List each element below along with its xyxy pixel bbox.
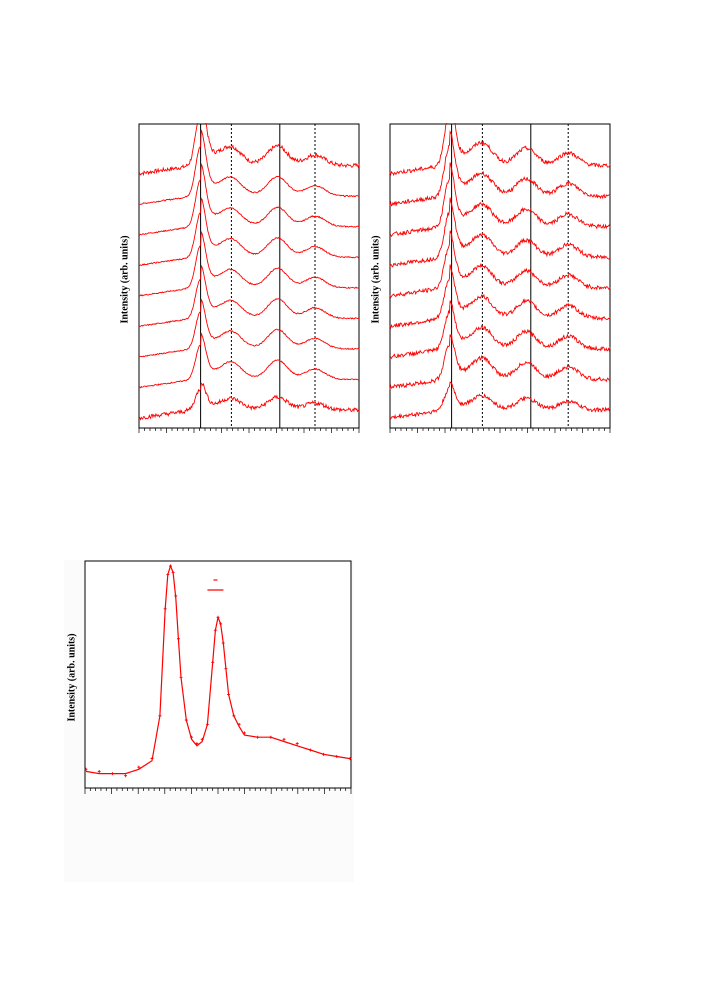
data-point bbox=[97, 769, 101, 773]
data-point bbox=[166, 573, 170, 577]
plot-frame bbox=[84, 560, 352, 789]
chart-bottom bbox=[84, 560, 352, 794]
data-point bbox=[308, 748, 312, 752]
data-point bbox=[168, 564, 172, 568]
data-point bbox=[237, 722, 241, 726]
data-point bbox=[213, 628, 217, 632]
data-point bbox=[227, 692, 231, 696]
data-point bbox=[179, 675, 183, 679]
data-point bbox=[211, 660, 215, 664]
spectrum-line bbox=[138, 333, 360, 389]
spectrum-line bbox=[389, 162, 611, 238]
spectrum-line bbox=[138, 265, 360, 328]
spectrum-line bbox=[389, 197, 611, 268]
y-axis-label-top-right: Intensity (arb. units) bbox=[370, 235, 382, 324]
chart-top-right bbox=[389, 123, 611, 433]
data-point bbox=[190, 735, 194, 739]
spectrum-line bbox=[389, 333, 611, 390]
spectrum-line bbox=[389, 300, 611, 360]
data-point bbox=[216, 615, 220, 619]
data-point bbox=[200, 737, 204, 741]
data-point bbox=[219, 622, 223, 626]
data-point bbox=[150, 757, 154, 761]
data-point bbox=[184, 718, 188, 722]
data-point bbox=[195, 742, 199, 746]
data-point bbox=[221, 641, 225, 645]
spectrum-line bbox=[138, 123, 360, 177]
data-point bbox=[269, 735, 273, 739]
y-axis-label-top-left: Intensity (arb. units) bbox=[119, 235, 131, 324]
data-point bbox=[256, 735, 260, 739]
data-point bbox=[232, 714, 236, 718]
data-point bbox=[137, 765, 141, 769]
data-point bbox=[174, 594, 178, 598]
spectrum-line bbox=[389, 381, 611, 420]
spectrum-line bbox=[389, 230, 611, 299]
data-point bbox=[348, 757, 352, 761]
spectrum-line bbox=[389, 130, 611, 207]
spectrum-line bbox=[139, 129, 359, 205]
spectrum-line bbox=[389, 123, 611, 177]
data-point bbox=[158, 714, 162, 718]
spectrum-line bbox=[138, 299, 360, 358]
data-point bbox=[335, 754, 339, 758]
data-point bbox=[176, 637, 180, 641]
data-point bbox=[224, 667, 228, 671]
spectrum-line bbox=[138, 382, 360, 421]
data-point bbox=[124, 774, 128, 778]
spectrum-line bbox=[138, 197, 360, 266]
data-point bbox=[171, 570, 175, 574]
data-point bbox=[110, 772, 114, 776]
spectrum-line bbox=[389, 264, 611, 330]
y-axis-label-bottom: Intensity (arb. units) bbox=[66, 633, 78, 722]
data-point bbox=[205, 722, 209, 726]
data-point bbox=[163, 607, 167, 611]
data-point bbox=[322, 752, 326, 756]
data-point bbox=[242, 731, 246, 735]
chart-top-left bbox=[138, 123, 360, 433]
data-point bbox=[84, 767, 88, 771]
data-point bbox=[295, 742, 299, 746]
spectrum-line bbox=[138, 162, 360, 236]
spectrum-line bbox=[138, 230, 360, 297]
data-point bbox=[282, 737, 286, 741]
